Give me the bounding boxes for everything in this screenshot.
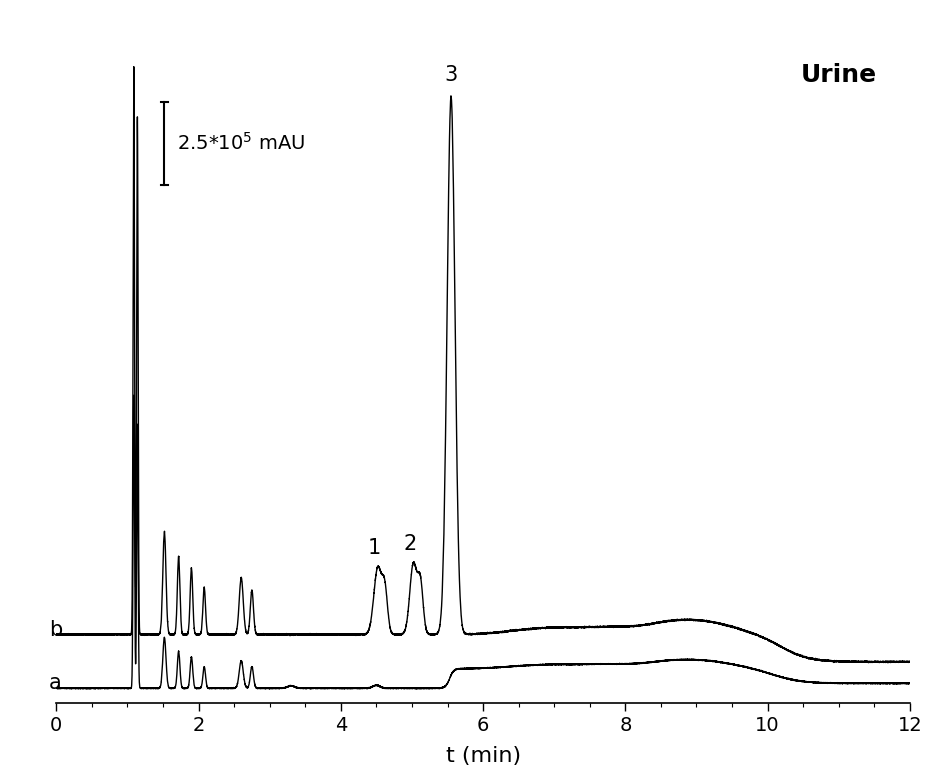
Text: 1: 1 [368,538,381,558]
Text: 3: 3 [445,65,458,85]
Text: 2: 2 [404,534,417,555]
X-axis label: t (min): t (min) [446,746,521,766]
Text: b: b [49,619,62,640]
Text: 2.5*10$^5$ mAU: 2.5*10$^5$ mAU [177,132,306,154]
Text: a: a [49,673,62,694]
Text: Urine: Urine [801,62,877,87]
